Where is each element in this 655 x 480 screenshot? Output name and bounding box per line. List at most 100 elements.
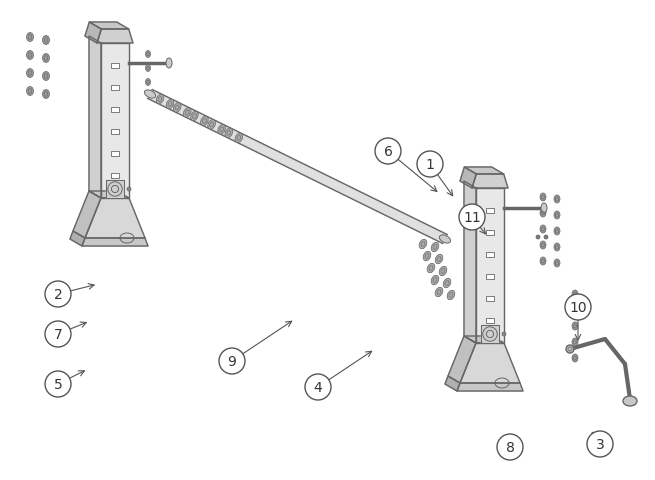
Text: 3: 3	[595, 437, 605, 451]
Bar	[486, 208, 494, 213]
Ellipse shape	[166, 100, 174, 109]
Polygon shape	[460, 168, 476, 189]
Bar	[111, 108, 119, 113]
Ellipse shape	[43, 36, 50, 46]
Text: 4: 4	[314, 380, 322, 394]
Polygon shape	[464, 336, 504, 343]
Polygon shape	[82, 239, 148, 247]
Ellipse shape	[431, 276, 439, 285]
Circle shape	[459, 204, 485, 230]
Ellipse shape	[183, 108, 191, 118]
Ellipse shape	[554, 243, 560, 252]
Ellipse shape	[554, 228, 560, 236]
Polygon shape	[445, 376, 460, 391]
Polygon shape	[476, 189, 504, 343]
Ellipse shape	[541, 204, 547, 214]
Text: 10: 10	[569, 300, 587, 314]
Text: 6: 6	[384, 144, 392, 159]
Ellipse shape	[623, 396, 637, 406]
Text: 11: 11	[463, 211, 481, 225]
Bar	[486, 230, 494, 235]
Polygon shape	[73, 192, 101, 239]
Ellipse shape	[225, 129, 233, 138]
Bar	[486, 252, 494, 257]
Ellipse shape	[572, 338, 578, 346]
Ellipse shape	[502, 332, 506, 336]
Ellipse shape	[540, 210, 546, 217]
Ellipse shape	[26, 34, 33, 42]
Polygon shape	[97, 30, 133, 44]
Ellipse shape	[431, 243, 439, 252]
Ellipse shape	[540, 193, 546, 202]
Ellipse shape	[26, 51, 33, 60]
Ellipse shape	[145, 79, 151, 86]
Ellipse shape	[26, 69, 33, 78]
Polygon shape	[481, 325, 499, 343]
Ellipse shape	[440, 235, 451, 243]
Bar	[111, 63, 119, 69]
Ellipse shape	[554, 212, 560, 219]
Polygon shape	[85, 23, 102, 44]
Ellipse shape	[540, 257, 546, 265]
Polygon shape	[89, 192, 129, 199]
Ellipse shape	[235, 134, 242, 144]
Ellipse shape	[208, 120, 215, 130]
Bar	[486, 297, 494, 301]
Circle shape	[587, 431, 613, 457]
Circle shape	[45, 371, 71, 397]
Ellipse shape	[43, 72, 50, 81]
Circle shape	[417, 152, 443, 178]
Ellipse shape	[435, 288, 443, 297]
Ellipse shape	[166, 59, 172, 69]
Circle shape	[565, 294, 591, 320]
Circle shape	[45, 281, 71, 307]
Ellipse shape	[191, 112, 198, 121]
Polygon shape	[101, 44, 129, 199]
Text: 7: 7	[54, 327, 62, 341]
Ellipse shape	[435, 255, 443, 264]
Ellipse shape	[419, 240, 427, 249]
Circle shape	[305, 374, 331, 400]
Polygon shape	[448, 336, 476, 383]
Ellipse shape	[572, 306, 578, 314]
Ellipse shape	[536, 236, 540, 240]
Bar	[111, 85, 119, 91]
Ellipse shape	[200, 117, 208, 126]
Bar	[111, 152, 119, 157]
Ellipse shape	[540, 241, 546, 250]
Ellipse shape	[156, 95, 164, 105]
Bar	[486, 275, 494, 279]
Polygon shape	[464, 168, 504, 175]
Ellipse shape	[540, 226, 546, 233]
Text: 1: 1	[426, 157, 434, 172]
Circle shape	[375, 139, 401, 165]
Text: 5: 5	[54, 377, 62, 391]
Ellipse shape	[566, 345, 574, 353]
Ellipse shape	[26, 87, 33, 96]
Ellipse shape	[554, 260, 560, 267]
Polygon shape	[70, 231, 85, 247]
Bar	[111, 174, 119, 179]
Polygon shape	[464, 181, 476, 343]
Ellipse shape	[145, 65, 151, 72]
Bar	[486, 319, 494, 324]
Text: 2: 2	[54, 288, 62, 301]
Ellipse shape	[572, 323, 578, 330]
Polygon shape	[148, 90, 447, 244]
Circle shape	[219, 348, 245, 374]
Text: 8: 8	[506, 440, 514, 454]
Ellipse shape	[439, 267, 447, 276]
Circle shape	[45, 321, 71, 347]
Polygon shape	[89, 23, 128, 30]
Polygon shape	[460, 343, 520, 383]
Ellipse shape	[544, 236, 548, 240]
Ellipse shape	[217, 125, 225, 135]
Ellipse shape	[145, 51, 151, 59]
Text: 9: 9	[227, 354, 236, 368]
Ellipse shape	[423, 252, 431, 261]
Ellipse shape	[127, 188, 131, 192]
Polygon shape	[472, 175, 508, 189]
Circle shape	[497, 434, 523, 460]
Ellipse shape	[443, 279, 451, 288]
Ellipse shape	[144, 91, 156, 99]
